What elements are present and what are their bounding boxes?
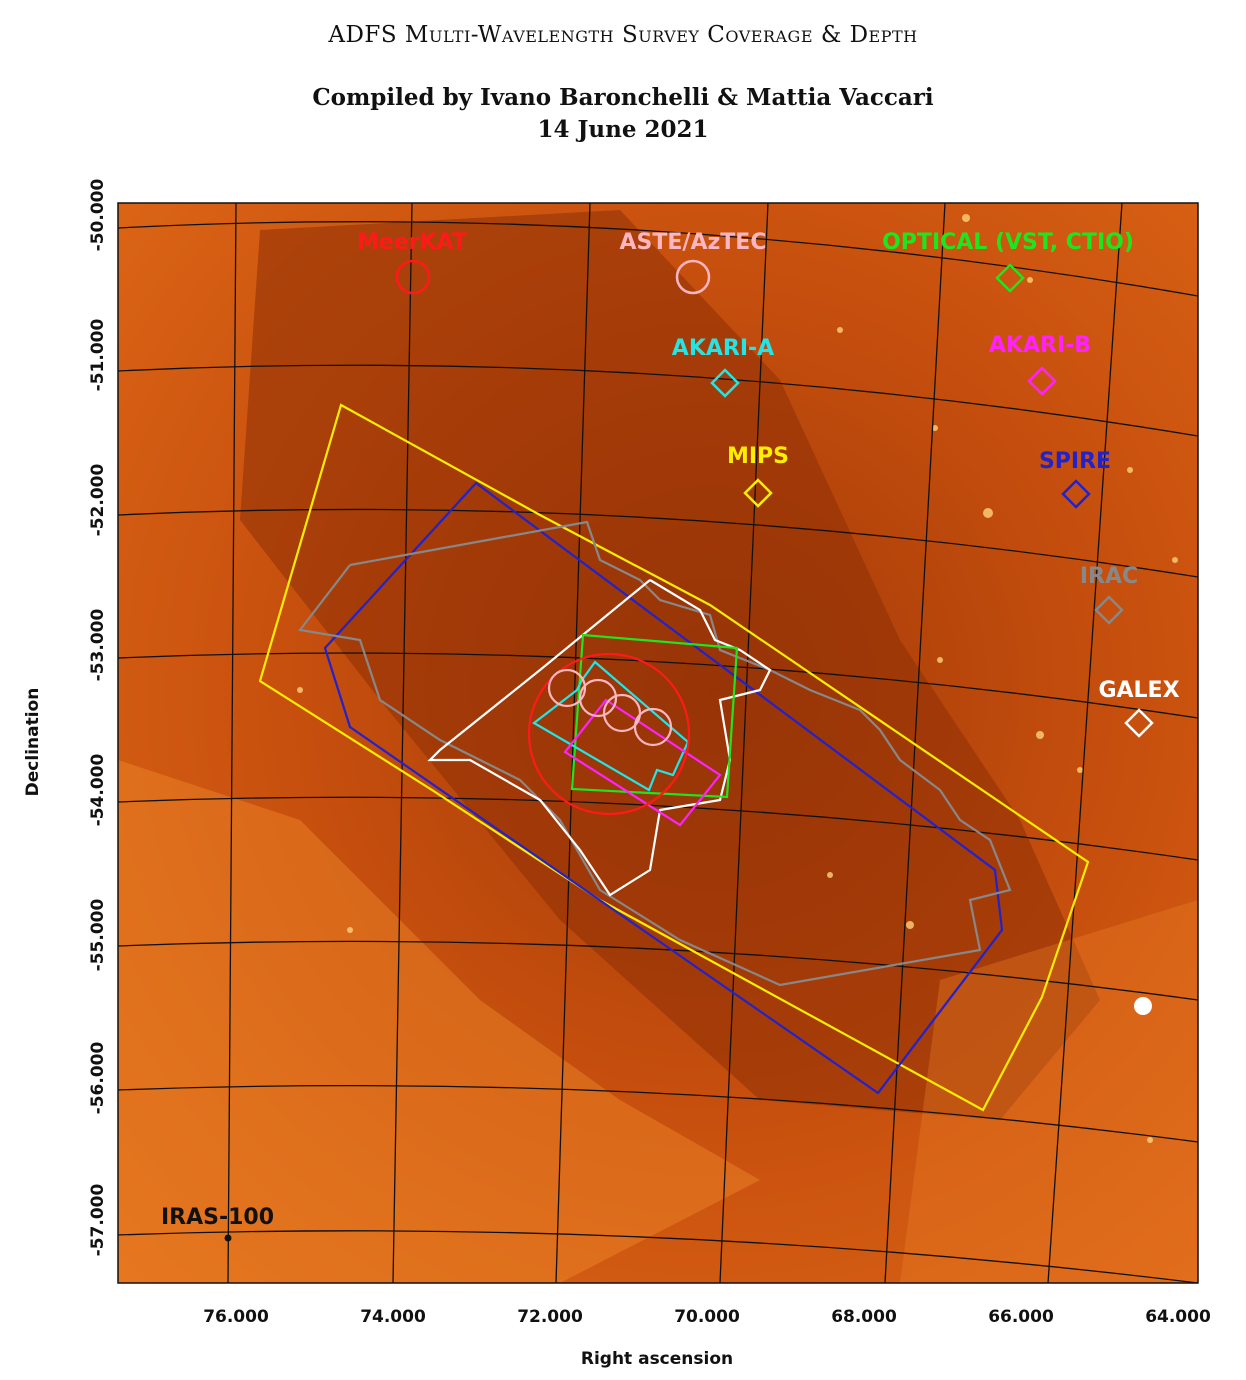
bright-star xyxy=(1134,997,1152,1015)
legend: MeerKAT ASTE/AzTEC OPTICAL (VST, CTIO) AKAR… xyxy=(357,230,1180,738)
legend-item-akari-a: AKARI-A xyxy=(672,336,774,398)
legend-item-spire: SPIRE xyxy=(1039,449,1111,509)
legend-label-mips: MIPS xyxy=(727,444,789,469)
x-tick-label: 70.000 xyxy=(674,1307,740,1327)
map-frame xyxy=(117,202,1199,1284)
y-tick-label: -53.000 xyxy=(88,609,108,682)
legend-label-irac: IRAC xyxy=(1080,564,1138,589)
dark-dust-region xyxy=(240,210,1100,1120)
aste-footprint xyxy=(547,668,673,747)
y-tick-label: -50.000 xyxy=(88,179,108,252)
legend-marker-akari-b xyxy=(1027,366,1057,396)
x-tick-label: 68.000 xyxy=(831,1307,897,1327)
bright-emission-region xyxy=(118,760,760,1283)
mips-footprint xyxy=(258,403,1090,1112)
x-tick-label: 76.000 xyxy=(203,1307,269,1327)
y-tick-label: -51.000 xyxy=(88,319,108,392)
background-map-label: IRAS-100 xyxy=(161,1205,274,1230)
y-tick-label: -55.000 xyxy=(88,899,108,972)
x-tick-label: 72.000 xyxy=(517,1307,583,1327)
legend-item-akari-b: AKARI-B xyxy=(989,333,1091,396)
legend-item-irac: IRAC xyxy=(1080,564,1138,625)
author-line: Compiled by Ivano Baronchelli & Mattia V… xyxy=(312,84,934,111)
legend-label-optical: OPTICAL (VST, CTIO) xyxy=(882,230,1134,255)
date-line: 14 June 2021 xyxy=(537,116,709,143)
akari-b-footprint xyxy=(563,698,722,827)
spire-footprint xyxy=(323,481,1004,1095)
y-tick-label: -56.000 xyxy=(88,1042,108,1115)
legend-label-spire: SPIRE xyxy=(1039,449,1111,474)
legend-label-akari-b: AKARI-B xyxy=(989,333,1091,358)
legend-item-meerkat: MeerKAT xyxy=(357,230,467,295)
legend-marker-irac xyxy=(1094,595,1124,625)
legend-marker-optical xyxy=(995,263,1025,293)
legend-marker-akari-a xyxy=(710,368,740,398)
legend-marker-meerkat xyxy=(395,259,431,295)
x-tick-label: 66.000 xyxy=(988,1307,1054,1327)
bright-emission-region-2 xyxy=(900,900,1198,1283)
legend-marker-aste xyxy=(675,259,711,295)
legend-label-akari-a: AKARI-A xyxy=(672,336,774,361)
x-tick-label: 74.000 xyxy=(360,1307,426,1327)
x-axis-title: Right ascension xyxy=(581,1349,733,1369)
coordinate-grid xyxy=(118,203,1198,1283)
legend-marker-mips xyxy=(743,478,773,508)
y-tick-label: -54.000 xyxy=(88,754,108,827)
y-tick-label: -57.000 xyxy=(88,1184,108,1257)
iras-marker xyxy=(224,1234,232,1242)
figure-title: ADFS Multi-Wavelength Survey Coverage & … xyxy=(328,22,918,48)
galex-footprint xyxy=(427,579,772,897)
legend-item-mips: MIPS xyxy=(727,444,789,508)
legend-label-meerkat: MeerKAT xyxy=(357,230,467,255)
y-tick-label: -52.000 xyxy=(88,464,108,537)
irac-footprint xyxy=(298,520,1012,987)
axis-ticks: 76.000 74.000 72.000 70.000 68.000 66.000 64.0… xyxy=(88,179,1211,1327)
legend-marker-spire xyxy=(1061,479,1091,509)
akari-a-footprint xyxy=(532,660,690,792)
legend-label-galex: GALEX xyxy=(1098,678,1179,703)
star-field xyxy=(297,214,1178,1143)
legend-item-aste: ASTE/AzTEC xyxy=(620,230,767,295)
legend-item-optical: OPTICAL (VST, CTIO) xyxy=(882,230,1134,293)
meerkat-footprint xyxy=(527,652,691,816)
x-tick-label: 64.000 xyxy=(1145,1307,1211,1327)
legend-marker-galex xyxy=(1124,708,1154,738)
plot-border xyxy=(117,202,1199,1284)
survey-footprints xyxy=(258,403,1090,1112)
legend-item-galex: GALEX xyxy=(1098,678,1180,738)
y-axis-title: Declination xyxy=(23,688,43,797)
legend-label-aste: ASTE/AzTEC xyxy=(620,230,767,255)
